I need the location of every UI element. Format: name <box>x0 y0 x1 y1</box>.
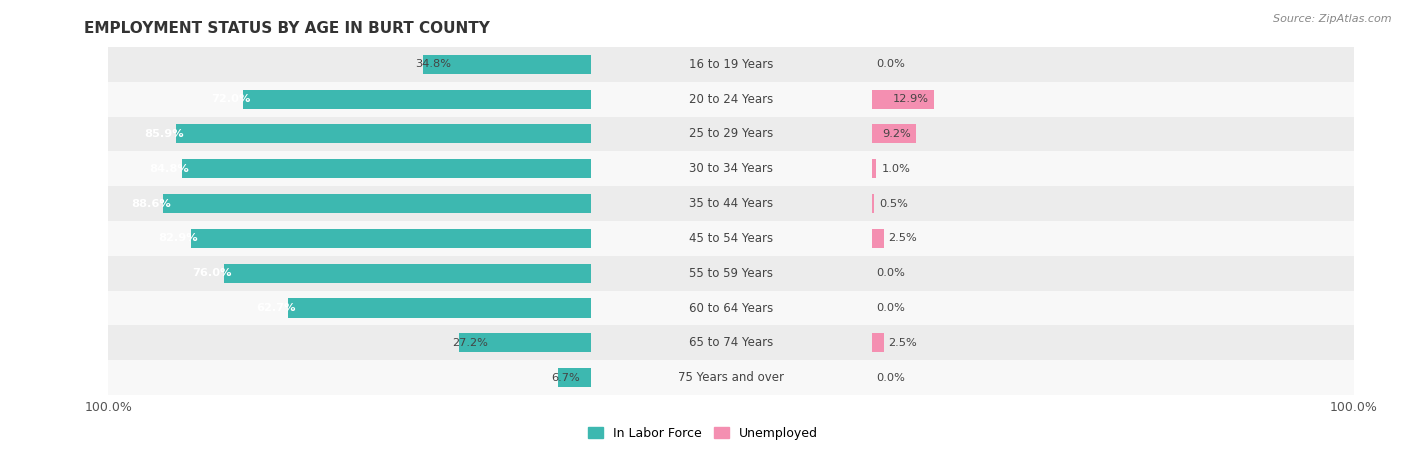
Text: 84.8%: 84.8% <box>149 164 188 174</box>
Bar <box>108 326 1073 360</box>
Bar <box>108 256 1073 290</box>
Text: 65 to 74 Years: 65 to 74 Years <box>689 336 773 350</box>
Bar <box>389 326 1354 360</box>
Bar <box>872 333 884 353</box>
Bar <box>0 326 1406 360</box>
Bar <box>872 229 884 248</box>
Bar <box>108 82 1073 116</box>
Text: 2.5%: 2.5% <box>889 338 917 348</box>
Bar <box>108 152 1073 186</box>
Bar <box>872 89 934 109</box>
Bar <box>108 116 1073 152</box>
Bar <box>389 47 1354 82</box>
Bar <box>0 290 1406 326</box>
Text: 0.5%: 0.5% <box>879 198 908 208</box>
Text: 0.0%: 0.0% <box>876 268 905 278</box>
Text: 20 to 24 Years: 20 to 24 Years <box>689 92 773 106</box>
Bar <box>0 116 1406 152</box>
Bar <box>181 159 591 178</box>
Bar <box>288 299 591 318</box>
Bar <box>0 360 1406 395</box>
Bar <box>0 256 1406 290</box>
Bar <box>389 256 1354 290</box>
Text: 1.0%: 1.0% <box>882 164 910 174</box>
Bar <box>389 82 1354 116</box>
Text: 45 to 54 Years: 45 to 54 Years <box>689 232 773 245</box>
Bar <box>176 124 591 143</box>
Bar <box>872 124 915 143</box>
Text: 82.9%: 82.9% <box>159 234 198 244</box>
Text: 9.2%: 9.2% <box>883 129 911 139</box>
Text: 88.6%: 88.6% <box>131 198 170 208</box>
Bar <box>460 333 591 353</box>
Text: 30 to 34 Years: 30 to 34 Years <box>689 162 773 175</box>
Bar <box>389 152 1354 186</box>
Bar <box>108 47 1073 82</box>
Bar <box>0 47 1406 82</box>
Text: 55 to 59 Years: 55 to 59 Years <box>689 267 773 280</box>
Text: 35 to 44 Years: 35 to 44 Years <box>689 197 773 210</box>
Bar <box>872 159 876 178</box>
Text: 0.0%: 0.0% <box>876 59 905 69</box>
Bar <box>243 89 591 109</box>
Text: 72.0%: 72.0% <box>211 94 250 104</box>
Bar <box>108 186 1073 221</box>
Bar <box>0 186 1406 221</box>
Bar <box>389 186 1354 221</box>
Text: 25 to 29 Years: 25 to 29 Years <box>689 128 773 140</box>
Legend: In Labor Force, Unemployed: In Labor Force, Unemployed <box>583 422 823 445</box>
Text: 0.0%: 0.0% <box>876 303 905 313</box>
Text: 85.9%: 85.9% <box>143 129 184 139</box>
Bar <box>389 290 1354 326</box>
Text: 2.5%: 2.5% <box>889 234 917 244</box>
Text: 34.8%: 34.8% <box>416 59 451 69</box>
Text: 76.0%: 76.0% <box>191 268 232 278</box>
Text: 12.9%: 12.9% <box>893 94 929 104</box>
Text: EMPLOYMENT STATUS BY AGE IN BURT COUNTY: EMPLOYMENT STATUS BY AGE IN BURT COUNTY <box>84 21 491 36</box>
Bar <box>163 194 591 213</box>
Text: 16 to 19 Years: 16 to 19 Years <box>689 58 773 71</box>
Bar <box>191 229 591 248</box>
Text: 75 Years and over: 75 Years and over <box>678 371 785 384</box>
Text: Source: ZipAtlas.com: Source: ZipAtlas.com <box>1274 14 1392 23</box>
Bar <box>389 360 1354 395</box>
Bar <box>108 290 1073 326</box>
Text: 6.7%: 6.7% <box>551 373 579 383</box>
Bar <box>872 194 875 213</box>
Text: 0.0%: 0.0% <box>876 373 905 383</box>
Bar <box>0 152 1406 186</box>
Bar <box>389 221 1354 256</box>
Bar <box>0 221 1406 256</box>
Text: 60 to 64 Years: 60 to 64 Years <box>689 302 773 314</box>
Bar <box>108 221 1073 256</box>
Bar <box>0 82 1406 116</box>
Bar <box>423 55 591 74</box>
Bar <box>108 360 1073 395</box>
Bar <box>389 116 1354 152</box>
Text: 62.7%: 62.7% <box>256 303 295 313</box>
Text: 27.2%: 27.2% <box>453 338 488 348</box>
Bar <box>224 264 591 283</box>
Bar <box>558 368 591 387</box>
